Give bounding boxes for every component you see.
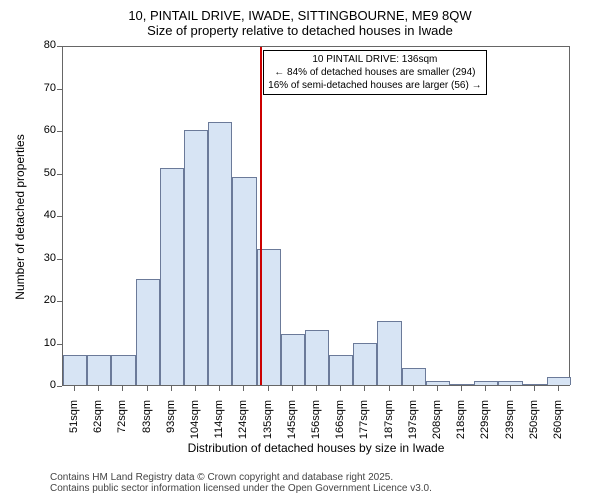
x-tick-label: 114sqm <box>213 400 225 450</box>
x-tick-label: 72sqm <box>116 400 128 450</box>
x-tick-label: 218sqm <box>455 400 467 450</box>
chart-container: 10, PINTAIL DRIVE, IWADE, SITTINGBOURNE,… <box>0 0 600 500</box>
x-tick-mark <box>389 386 390 391</box>
x-tick-label: 229sqm <box>479 400 491 450</box>
x-tick-label: 187sqm <box>383 400 395 450</box>
histogram-bar <box>111 355 135 385</box>
x-tick-label: 145sqm <box>286 400 298 450</box>
histogram-bar <box>329 355 353 385</box>
histogram-bar <box>377 321 401 385</box>
x-tick-mark <box>268 386 269 391</box>
x-tick-mark <box>98 386 99 391</box>
histogram-bar <box>474 381 498 385</box>
x-tick-mark <box>122 386 123 391</box>
y-axis-label: Number of detached properties <box>13 127 27 307</box>
y-tick-label: 70 <box>34 82 56 94</box>
x-tick-mark <box>558 386 559 391</box>
footer-text: Contains HM Land Registry data © Crown c… <box>50 472 432 494</box>
x-tick-mark <box>437 386 438 391</box>
chart-title-line1: 10, PINTAIL DRIVE, IWADE, SITTINGBOURNE,… <box>0 8 600 23</box>
x-tick-mark <box>195 386 196 391</box>
x-tick-label: 51sqm <box>68 400 80 450</box>
x-tick-mark <box>485 386 486 391</box>
y-tick-mark <box>57 46 62 47</box>
histogram-bar <box>63 355 87 385</box>
footer-line2: Contains public sector information licen… <box>50 483 432 494</box>
annotation-line3: 16% of semi-detached houses are larger (… <box>268 79 481 92</box>
x-tick-mark <box>510 386 511 391</box>
x-tick-label: 156sqm <box>310 400 322 450</box>
x-tick-label: 208sqm <box>431 400 443 450</box>
x-tick-label: 239sqm <box>504 400 516 450</box>
y-tick-mark <box>57 344 62 345</box>
y-tick-mark <box>57 259 62 260</box>
chart-title-block: 10, PINTAIL DRIVE, IWADE, SITTINGBOURNE,… <box>0 0 600 38</box>
x-tick-label: 197sqm <box>407 400 419 450</box>
x-tick-mark <box>74 386 75 391</box>
plot-area <box>62 46 570 386</box>
annotation-box: 10 PINTAIL DRIVE: 136sqm← 84% of detache… <box>263 50 486 95</box>
x-tick-mark <box>364 386 365 391</box>
y-tick-label: 80 <box>34 39 56 51</box>
y-tick-label: 20 <box>34 294 56 306</box>
y-tick-label: 40 <box>34 209 56 221</box>
x-tick-mark <box>147 386 148 391</box>
x-tick-mark <box>316 386 317 391</box>
y-tick-mark <box>57 174 62 175</box>
histogram-bar <box>136 279 160 385</box>
y-tick-mark <box>57 89 62 90</box>
y-tick-mark <box>57 131 62 132</box>
histogram-bar <box>232 177 256 385</box>
x-tick-label: 104sqm <box>189 400 201 450</box>
x-tick-label: 250sqm <box>528 400 540 450</box>
x-tick-mark <box>340 386 341 391</box>
y-tick-mark <box>57 216 62 217</box>
annotation-line2: ← 84% of detached houses are smaller (29… <box>268 66 481 79</box>
chart-title-line2: Size of property relative to detached ho… <box>0 23 600 38</box>
histogram-bar <box>184 130 208 385</box>
x-tick-mark <box>219 386 220 391</box>
histogram-bar <box>305 330 329 385</box>
x-tick-mark <box>461 386 462 391</box>
histogram-bar <box>523 384 547 385</box>
y-tick-label: 10 <box>34 337 56 349</box>
x-tick-mark <box>534 386 535 391</box>
y-tick-label: 30 <box>34 252 56 264</box>
y-tick-label: 50 <box>34 167 56 179</box>
histogram-bar <box>208 122 232 386</box>
histogram-bar <box>402 368 426 385</box>
x-tick-mark <box>292 386 293 391</box>
y-tick-mark <box>57 301 62 302</box>
histogram-bar <box>450 384 474 385</box>
y-tick-label: 0 <box>34 379 56 391</box>
x-tick-label: 177sqm <box>358 400 370 450</box>
histogram-bar <box>426 381 450 385</box>
y-tick-mark <box>57 386 62 387</box>
x-tick-label: 62sqm <box>92 400 104 450</box>
histogram-bar <box>160 168 184 385</box>
y-tick-label: 60 <box>34 124 56 136</box>
x-tick-label: 260sqm <box>552 400 564 450</box>
x-tick-label: 135sqm <box>262 400 274 450</box>
histogram-bar <box>281 334 305 385</box>
histogram-bar <box>498 381 522 385</box>
x-tick-mark <box>413 386 414 391</box>
reference-line <box>260 47 262 385</box>
x-tick-mark <box>171 386 172 391</box>
histogram-bar <box>547 377 571 386</box>
x-tick-label: 83sqm <box>141 400 153 450</box>
x-tick-mark <box>243 386 244 391</box>
x-tick-label: 166sqm <box>334 400 346 450</box>
histogram-bar <box>353 343 377 386</box>
footer-line1: Contains HM Land Registry data © Crown c… <box>50 472 432 483</box>
histogram-bar <box>87 355 111 385</box>
x-tick-label: 93sqm <box>165 400 177 450</box>
annotation-line1: 10 PINTAIL DRIVE: 136sqm <box>268 53 481 66</box>
x-tick-label: 124sqm <box>237 400 249 450</box>
